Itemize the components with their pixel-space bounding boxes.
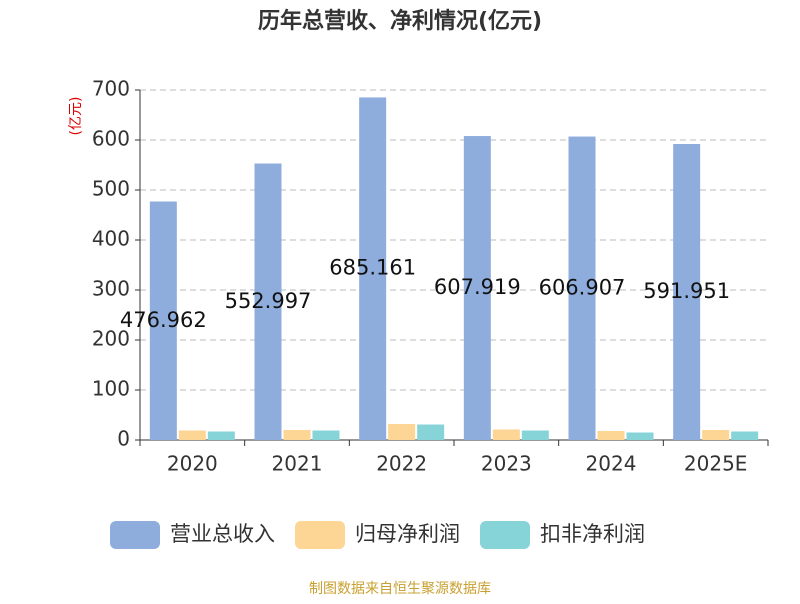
y-tick-label: 400 (92, 227, 130, 251)
bar (283, 430, 311, 440)
data-label: 591.951 (643, 279, 730, 303)
data-label: 685.161 (329, 256, 416, 280)
bar (178, 430, 206, 440)
bar (568, 136, 596, 440)
bar (207, 431, 235, 440)
bar (626, 432, 654, 440)
y-tick-label: 0 (117, 427, 130, 451)
y-tick-label: 700 (92, 77, 130, 101)
bar (388, 424, 416, 440)
bar (597, 431, 625, 440)
bar (463, 136, 491, 440)
data-label: 606.907 (539, 275, 626, 299)
bar (521, 430, 549, 440)
x-tick-label: 2023 (481, 452, 532, 476)
bar (359, 97, 387, 441)
x-tick-label: 2021 (272, 452, 323, 476)
bar (492, 429, 520, 440)
bar (417, 424, 445, 440)
bar (673, 144, 701, 440)
legend-swatch (295, 521, 345, 549)
data-label: 607.919 (434, 275, 521, 299)
legend-swatch (110, 521, 160, 549)
source: 制图数据来自恒生聚源数据库 (309, 581, 491, 597)
legend-swatch (480, 521, 530, 549)
x-tick-label: 2025E (684, 452, 748, 476)
data-label: 476.962 (120, 308, 207, 332)
y-tick-label: 200 (92, 327, 130, 351)
y-tick-label: 100 (92, 377, 130, 401)
x-tick-label: 2020 (167, 452, 218, 476)
y-axis-label: (亿元) (68, 97, 84, 136)
x-tick-label: 2022 (376, 452, 427, 476)
x-tick-label: 2024 (586, 452, 637, 476)
legend-label: 扣非净利润 (540, 522, 645, 546)
legend-label: 营业总收入 (170, 522, 275, 546)
bar (702, 430, 730, 440)
data-label: 552.997 (225, 289, 312, 313)
legend-label: 归母净利润 (355, 522, 460, 546)
chart-title: 历年总营收、净利情况(亿元) (258, 8, 542, 34)
y-tick-label: 300 (92, 277, 130, 301)
bar (731, 431, 759, 440)
bar (149, 201, 177, 440)
y-tick-label: 500 (92, 177, 130, 201)
y-tick-label: 600 (92, 127, 130, 151)
bar (312, 430, 340, 440)
bar (254, 163, 282, 440)
